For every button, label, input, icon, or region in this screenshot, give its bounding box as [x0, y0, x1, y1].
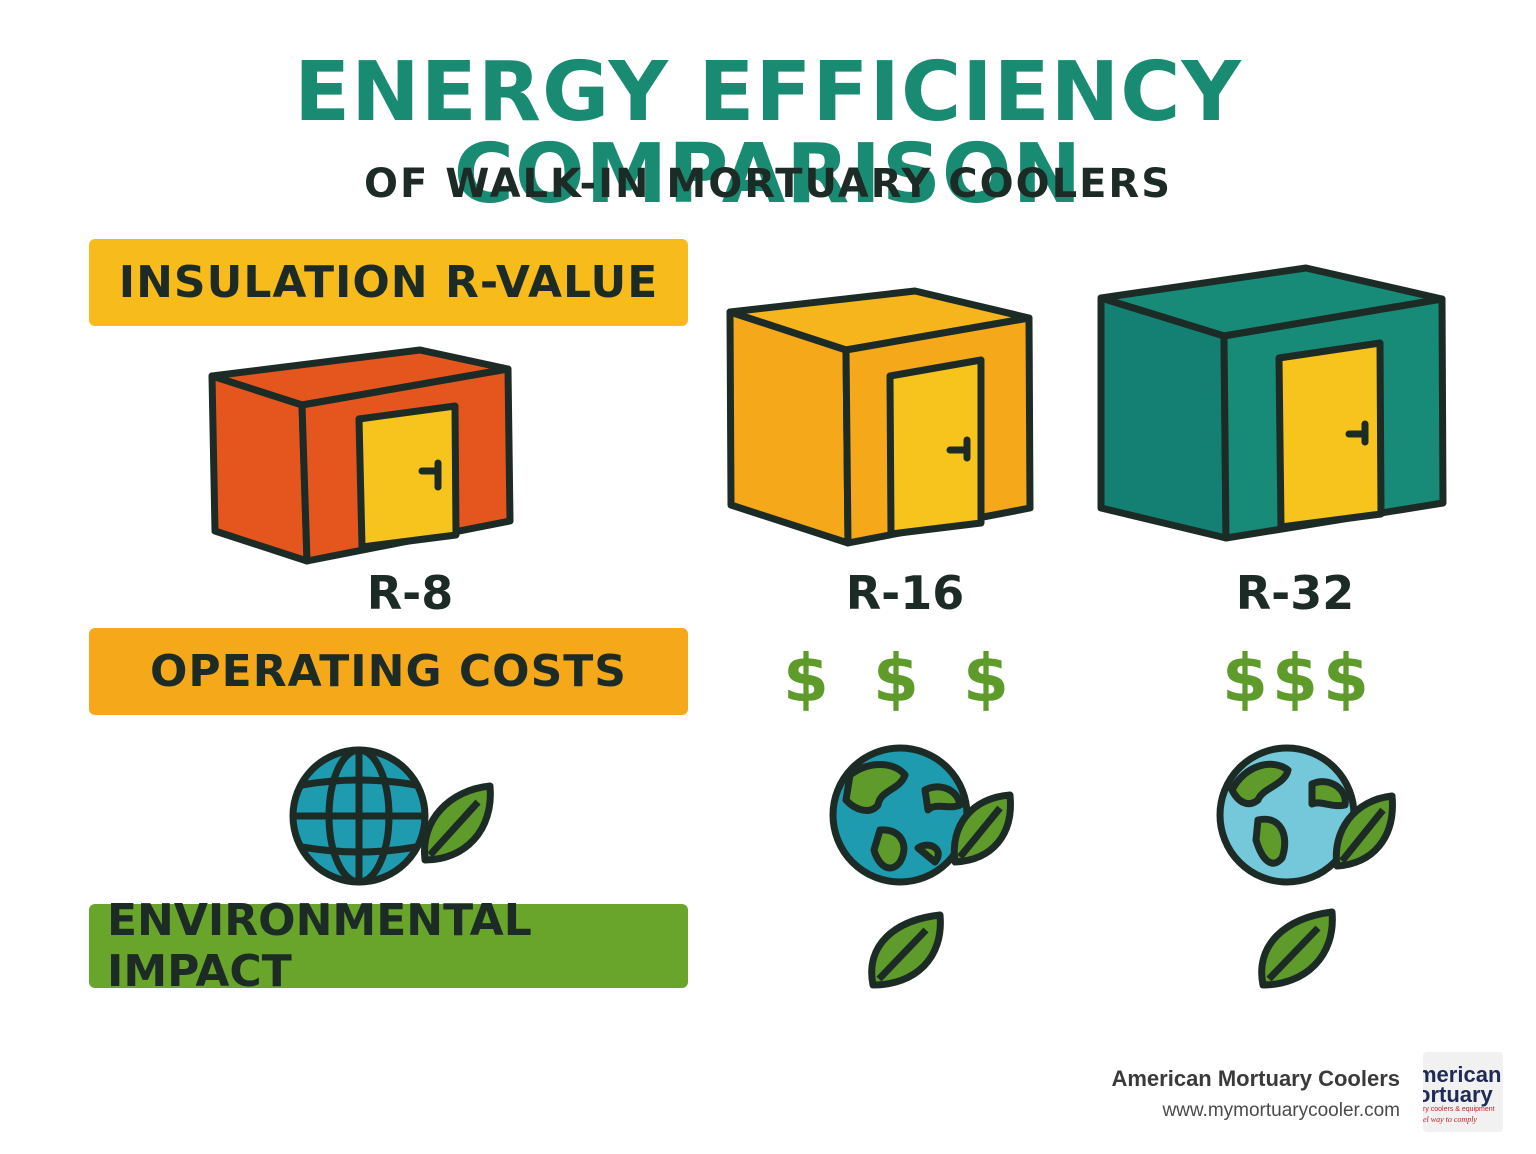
brand-name: American Mortuary Coolers [1111, 1066, 1400, 1091]
r-value-label: R-32 [1235, 566, 1355, 620]
insulation-row-label: INSULATION R-VALUE [89, 239, 688, 326]
door-icon-r8 [355, 402, 460, 551]
operating-costs-row-label: OPERATING COSTS [89, 628, 688, 715]
r-value-label: R-8 [366, 566, 454, 620]
r-value-label: R-16 [845, 566, 965, 620]
door-icon-r16 [886, 356, 985, 538]
door-icon-r32 [1275, 339, 1385, 531]
dollar-icon: $ [873, 640, 919, 717]
dollar-icon: $ [783, 640, 829, 717]
leaf-icon [420, 782, 494, 864]
dollar-icon: $ [1272, 640, 1318, 717]
leaf-icon [950, 791, 1014, 866]
brand-logo: merican ortuary ry coolers & equipment e… [1423, 1052, 1503, 1132]
page-subtitle: OF WALK-IN MORTUARY COOLERS [363, 161, 1173, 207]
dollar-icon: $ [1222, 640, 1268, 717]
brand-url[interactable]: www.mymortuarycooler.com [1162, 1100, 1400, 1121]
dollar-icon: $ [1323, 640, 1369, 717]
page-title: ENERGY EFFICIENCY COMPARISON [294, 45, 1242, 222]
leaf-icon [1332, 792, 1396, 870]
dollar-icon: $ [963, 640, 1009, 717]
